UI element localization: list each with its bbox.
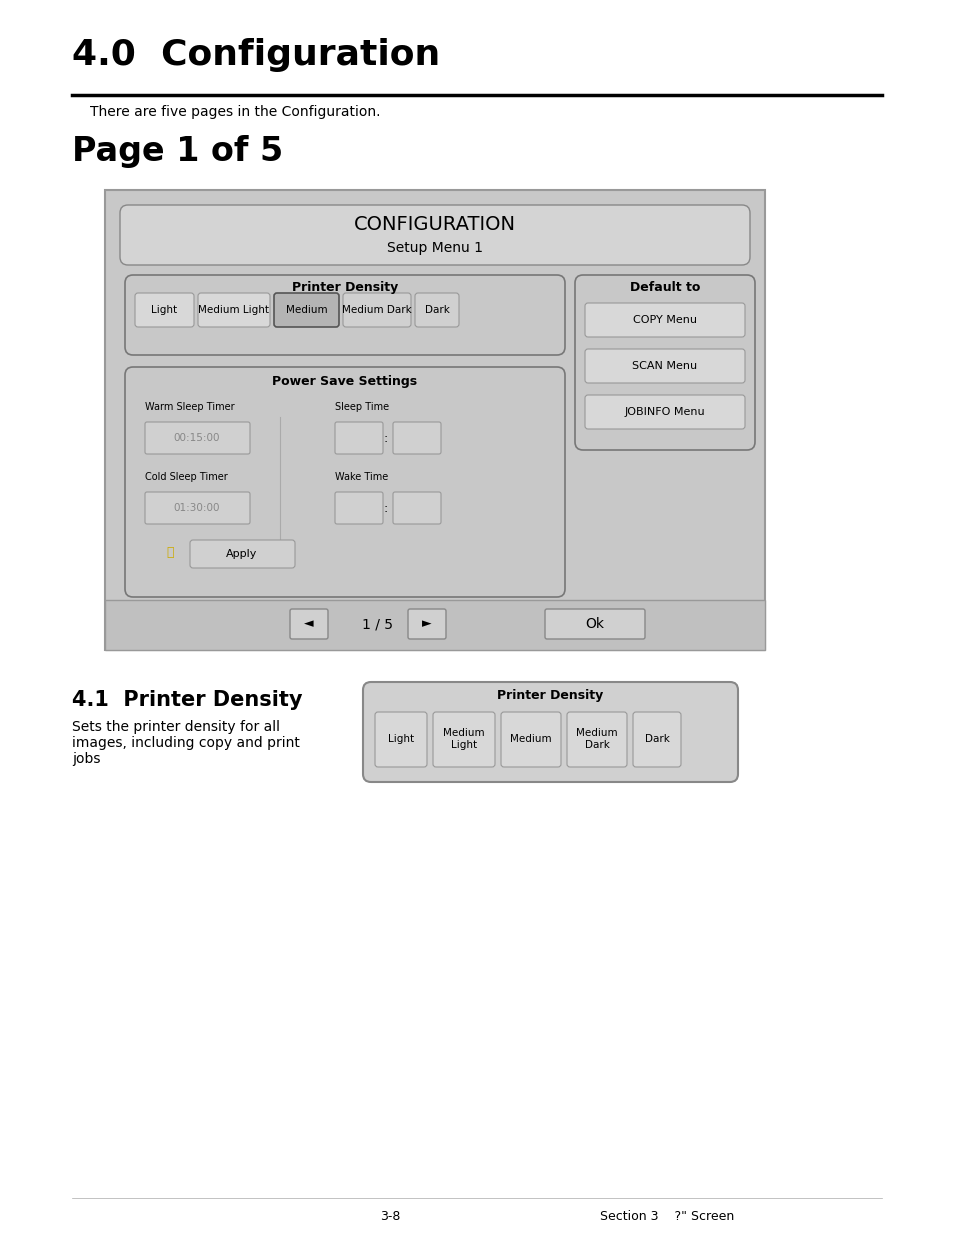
Text: Printer Density: Printer Density bbox=[292, 282, 397, 294]
Text: Dark: Dark bbox=[424, 305, 449, 315]
Text: Medium
Light: Medium Light bbox=[443, 729, 484, 750]
Text: 4.0  Configuration: 4.0 Configuration bbox=[71, 38, 439, 72]
Text: 1 / 5: 1 / 5 bbox=[362, 618, 393, 632]
Text: Medium Light: Medium Light bbox=[198, 305, 269, 315]
Text: Printer Density: Printer Density bbox=[497, 689, 603, 701]
Text: Light: Light bbox=[152, 305, 177, 315]
FancyBboxPatch shape bbox=[633, 713, 680, 767]
FancyBboxPatch shape bbox=[584, 395, 744, 429]
Text: SCAN Menu: SCAN Menu bbox=[632, 361, 697, 370]
Text: 4.1  Printer Density: 4.1 Printer Density bbox=[71, 690, 302, 710]
FancyBboxPatch shape bbox=[500, 713, 560, 767]
Text: 3-8: 3-8 bbox=[379, 1210, 399, 1223]
FancyBboxPatch shape bbox=[544, 609, 644, 638]
FancyBboxPatch shape bbox=[145, 422, 250, 454]
FancyBboxPatch shape bbox=[363, 682, 738, 782]
Text: Apply: Apply bbox=[226, 550, 257, 559]
Text: Section 3    ?" Screen: Section 3 ?" Screen bbox=[599, 1210, 734, 1223]
Text: 01:30:00: 01:30:00 bbox=[173, 503, 220, 513]
FancyBboxPatch shape bbox=[433, 713, 495, 767]
FancyBboxPatch shape bbox=[125, 367, 564, 597]
Text: Dark: Dark bbox=[644, 734, 669, 743]
Text: JOBINFO Menu: JOBINFO Menu bbox=[624, 408, 704, 417]
FancyBboxPatch shape bbox=[274, 293, 338, 327]
Text: CONFIGURATION: CONFIGURATION bbox=[354, 215, 516, 233]
FancyBboxPatch shape bbox=[375, 713, 427, 767]
Text: Ok: Ok bbox=[585, 618, 604, 631]
FancyBboxPatch shape bbox=[190, 540, 294, 568]
FancyBboxPatch shape bbox=[393, 422, 440, 454]
FancyBboxPatch shape bbox=[120, 205, 749, 266]
Text: ►: ► bbox=[422, 618, 432, 631]
Text: There are five pages in the Configuration.: There are five pages in the Configuratio… bbox=[90, 105, 380, 119]
Text: Medium: Medium bbox=[510, 734, 551, 743]
Text: Default to: Default to bbox=[629, 282, 700, 294]
Text: Page 1 of 5: Page 1 of 5 bbox=[71, 135, 283, 168]
FancyBboxPatch shape bbox=[198, 293, 270, 327]
Text: :: : bbox=[383, 431, 388, 445]
Text: ◄: ◄ bbox=[304, 618, 314, 631]
Text: Sleep Time: Sleep Time bbox=[335, 403, 389, 412]
Text: Medium
Dark: Medium Dark bbox=[576, 729, 618, 750]
FancyBboxPatch shape bbox=[584, 350, 744, 383]
Text: Power Save Settings: Power Save Settings bbox=[273, 375, 417, 388]
FancyBboxPatch shape bbox=[343, 293, 411, 327]
Text: Setup Menu 1: Setup Menu 1 bbox=[387, 241, 482, 254]
Text: 00:15:00: 00:15:00 bbox=[173, 433, 220, 443]
FancyBboxPatch shape bbox=[145, 492, 250, 524]
Text: Cold Sleep Timer: Cold Sleep Timer bbox=[145, 472, 228, 482]
Text: Wake Time: Wake Time bbox=[335, 472, 388, 482]
FancyBboxPatch shape bbox=[415, 293, 458, 327]
FancyBboxPatch shape bbox=[335, 422, 382, 454]
Text: Medium Dark: Medium Dark bbox=[342, 305, 412, 315]
Text: :: : bbox=[383, 501, 388, 515]
FancyBboxPatch shape bbox=[584, 303, 744, 337]
FancyBboxPatch shape bbox=[335, 492, 382, 524]
FancyBboxPatch shape bbox=[290, 609, 328, 638]
FancyBboxPatch shape bbox=[393, 492, 440, 524]
Text: Sets the printer density for all
images, including copy and print
jobs: Sets the printer density for all images,… bbox=[71, 720, 299, 767]
FancyBboxPatch shape bbox=[408, 609, 446, 638]
Bar bbox=[105, 190, 764, 650]
Text: 🔒: 🔒 bbox=[166, 546, 173, 558]
FancyBboxPatch shape bbox=[135, 293, 193, 327]
FancyBboxPatch shape bbox=[575, 275, 754, 450]
Text: Warm Sleep Timer: Warm Sleep Timer bbox=[145, 403, 234, 412]
Text: Light: Light bbox=[388, 734, 414, 743]
Text: COPY Menu: COPY Menu bbox=[633, 315, 697, 325]
Text: Medium: Medium bbox=[285, 305, 327, 315]
FancyBboxPatch shape bbox=[566, 713, 626, 767]
FancyBboxPatch shape bbox=[125, 275, 564, 354]
Bar bbox=[105, 600, 764, 650]
